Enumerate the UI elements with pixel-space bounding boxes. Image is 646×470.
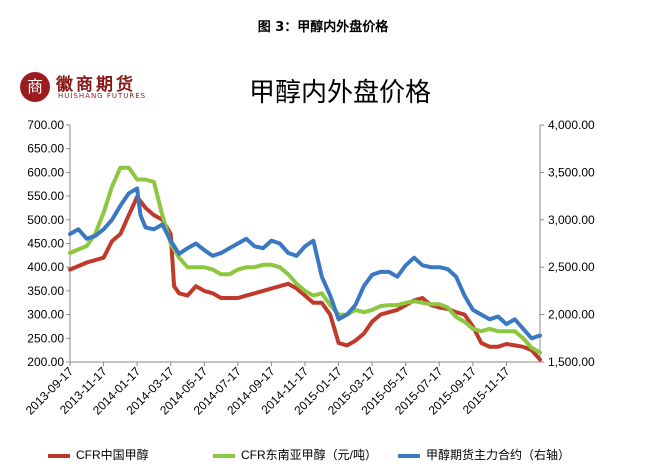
- y-left-tick-label: 300.00: [27, 308, 64, 322]
- y-right-tick-label: 3,500.00: [548, 165, 595, 179]
- logo-name-cn: 徽商期货: [56, 75, 136, 95]
- y-right-tick-label: 2,000.00: [548, 308, 595, 322]
- chart-title: 甲醇内外盘价格: [248, 78, 431, 108]
- series-line-3: [68, 186, 542, 341]
- legend-item: 甲醇期货主力合约（右轴）: [398, 446, 570, 464]
- logo: 商 徽商期货 HUISHANG FUTURES: [20, 70, 170, 106]
- y-right-tick-label: 2,500.00: [548, 260, 595, 274]
- legend-label: CFR中国甲醇: [76, 448, 149, 462]
- y-right-tick-label: 3,000.00: [548, 213, 595, 227]
- y-left-tick-label: 200.00: [27, 355, 64, 369]
- legend-swatch: [48, 453, 70, 458]
- series-line-2: [68, 165, 542, 355]
- legend-label: CFR东南亚甲醇（元/吨）: [241, 448, 377, 462]
- y-right-tick-label: 1,500.00: [548, 355, 595, 369]
- y-left-tick-label: 550.00: [27, 189, 64, 203]
- y-left-tick-label: 650.00: [27, 142, 64, 156]
- y-left-tick-label: 600.00: [27, 165, 64, 179]
- y-left-tick-label: 350.00: [27, 284, 64, 298]
- legend-swatch: [398, 453, 420, 458]
- logo-name-en: HUISHANG FUTURES: [58, 92, 147, 100]
- legend-item: CFR中国甲醇: [48, 446, 149, 464]
- legend-item: CFR东南亚甲醇（元/吨）: [213, 446, 377, 464]
- y-left-tick-label: 500.00: [27, 213, 64, 227]
- y-right-tick-label: 4,000.00: [548, 118, 595, 132]
- figure-caption: 图 3：甲醇内外盘价格: [257, 20, 389, 35]
- y-left-tick-label: 400.00: [27, 260, 64, 274]
- y-left-tick-label: 450.00: [27, 237, 64, 251]
- y-left-tick-label: 700.00: [27, 118, 64, 132]
- legend-swatch: [213, 453, 235, 458]
- legend: CFR中国甲醇 CFR东南亚甲醇（元/吨） 甲醇期货主力合约（右轴）: [48, 446, 628, 464]
- legend-label: 甲醇期货主力合约（右轴）: [426, 448, 571, 462]
- y-left-tick-label: 250.00: [27, 331, 64, 345]
- series-line-1: [68, 195, 542, 362]
- logo-icon: 商: [20, 72, 50, 102]
